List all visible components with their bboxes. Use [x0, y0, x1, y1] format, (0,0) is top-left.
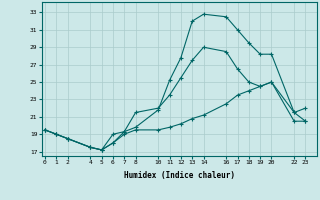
X-axis label: Humidex (Indice chaleur): Humidex (Indice chaleur)	[124, 171, 235, 180]
